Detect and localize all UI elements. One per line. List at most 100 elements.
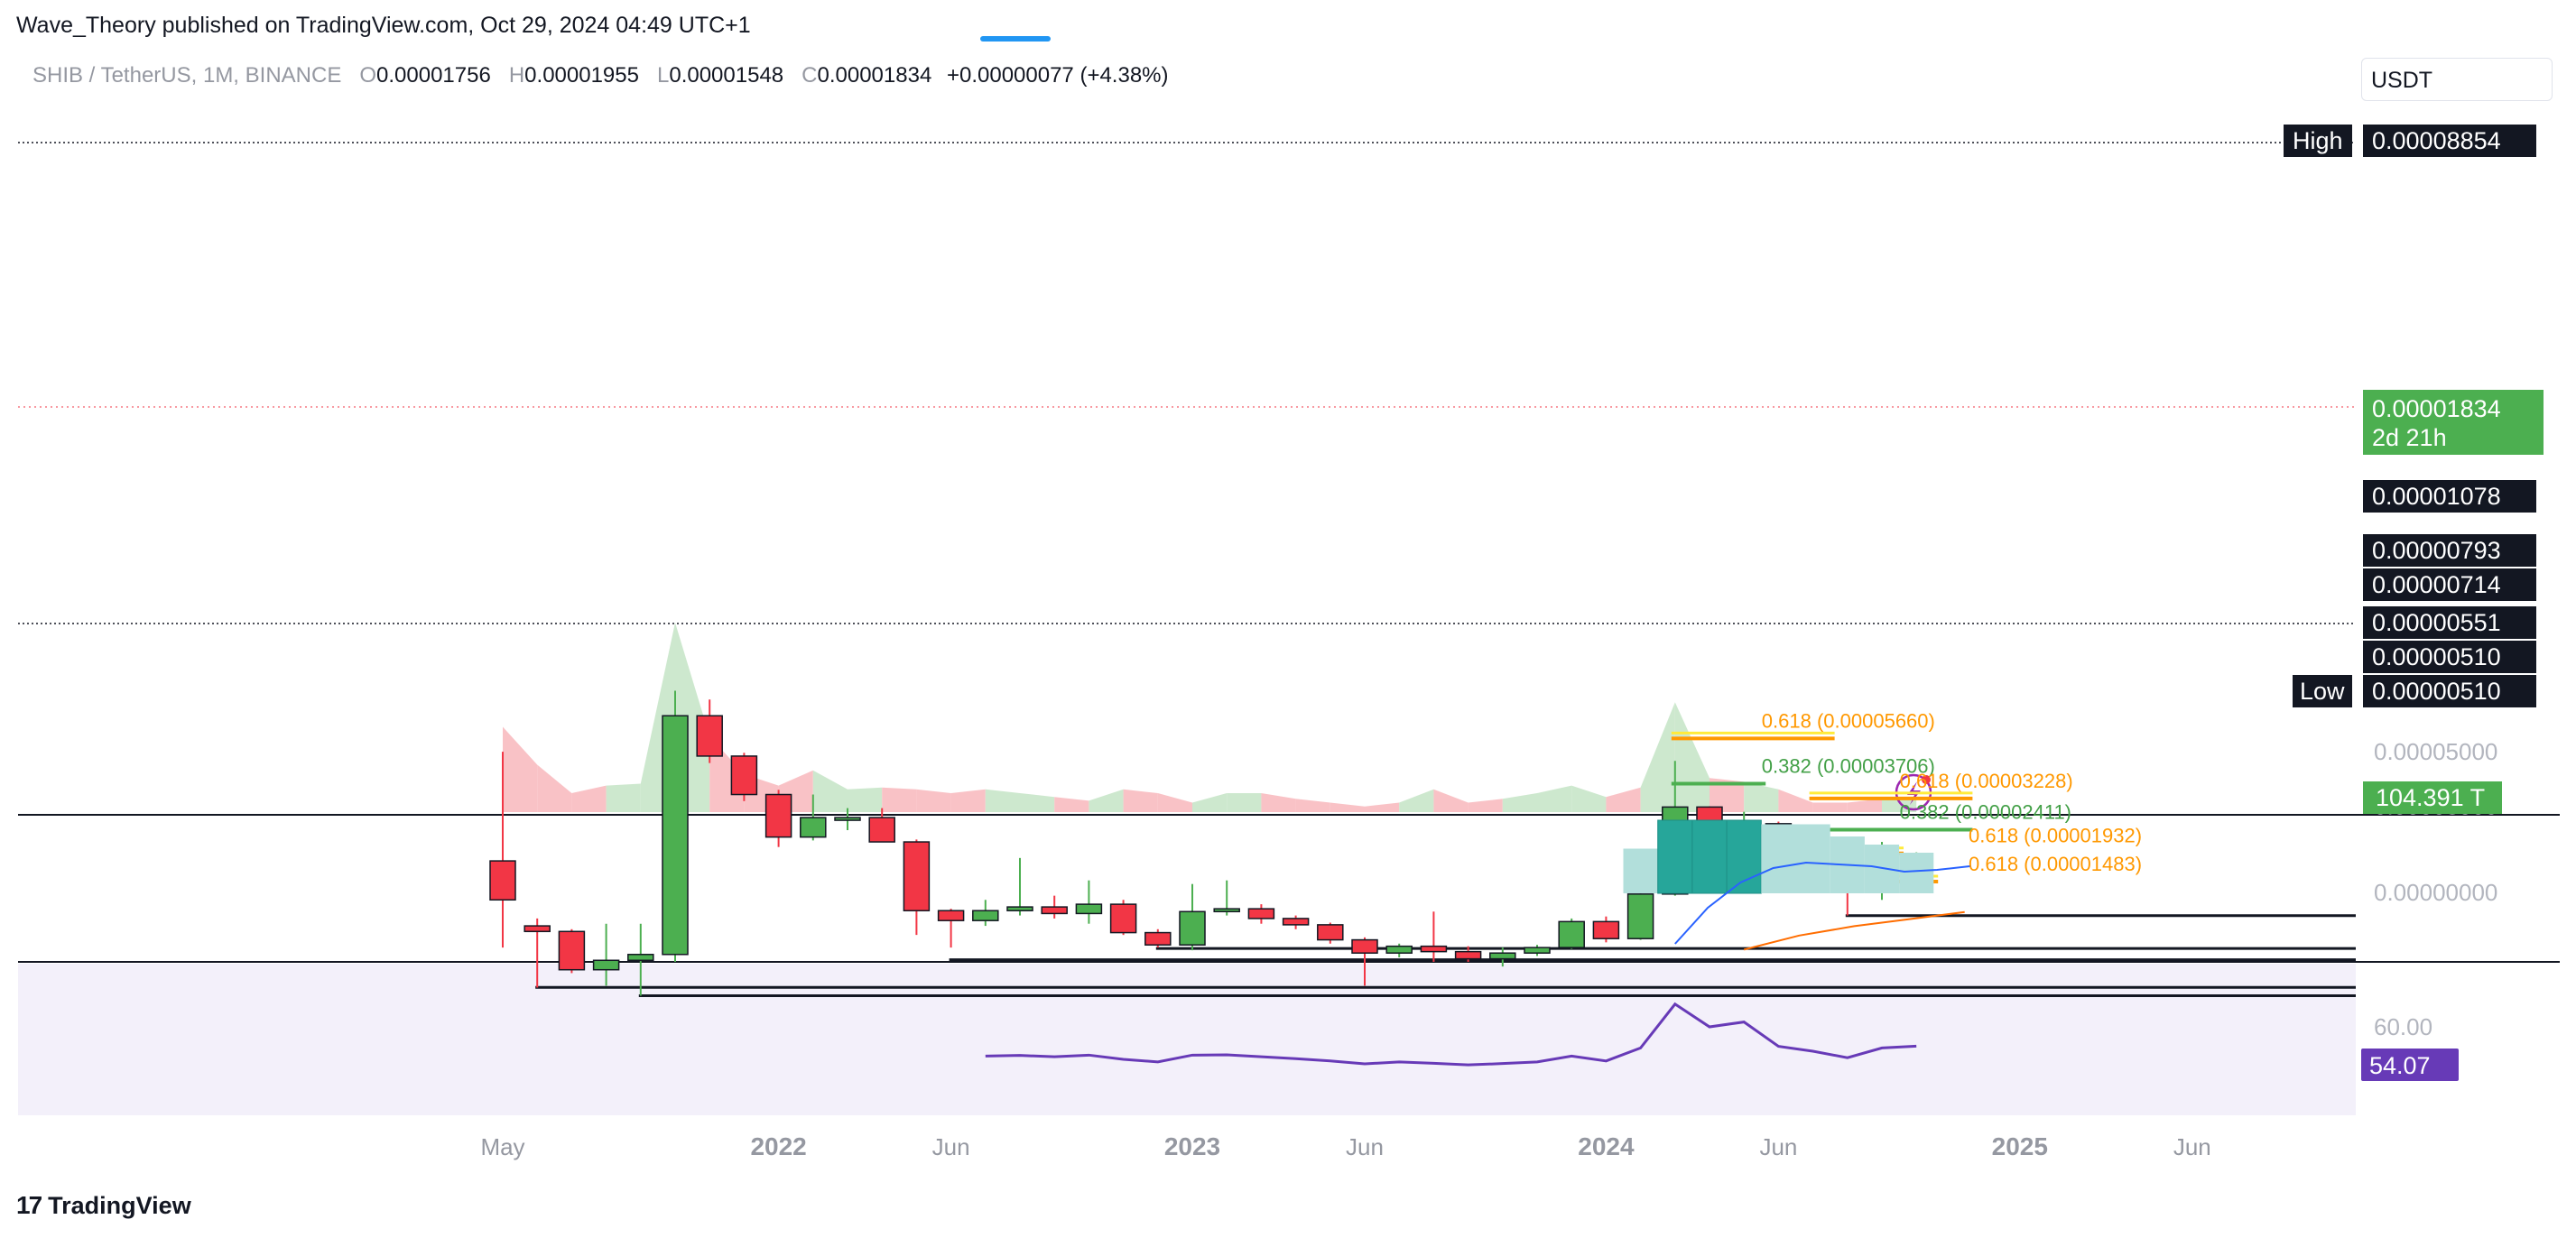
candle-body	[1351, 938, 1378, 954]
fib-label: 0.618 (0.00001483)	[1969, 853, 2142, 875]
volume-segment	[1744, 781, 1779, 812]
macd-histogram-bar	[1795, 824, 1830, 893]
notification-dot-icon	[1922, 775, 1931, 784]
candle-body	[868, 817, 895, 843]
candle-body	[1041, 906, 1068, 915]
open-value: 0.00001756	[376, 63, 491, 88]
candle-body	[627, 954, 654, 962]
volume-segment	[916, 789, 951, 812]
volume-segment	[1502, 793, 1537, 812]
time-tick-label: Jun	[1346, 1133, 1384, 1160]
volume-segment	[1468, 799, 1503, 812]
macd-histogram-bar	[1657, 819, 1693, 894]
candle-body	[558, 930, 586, 971]
high-value: 0.00001955	[524, 63, 639, 88]
candle-body	[1489, 952, 1516, 960]
open-label: O	[359, 63, 377, 88]
volume-segment	[503, 726, 538, 812]
time-tick-label: Jun	[932, 1133, 970, 1160]
candle-body	[1385, 945, 1413, 954]
support-price-badge	[2363, 568, 2536, 601]
volume-segment	[1812, 802, 1848, 812]
volume-badge	[2363, 781, 2502, 814]
candle-body	[696, 715, 723, 757]
support-price-value: 0.00000793	[2372, 537, 2501, 564]
candle-body	[1317, 924, 1344, 941]
macd-histogram-bar	[1623, 848, 1658, 893]
volume-segment	[1399, 789, 1434, 812]
low-price-value: 0.00000510	[2372, 678, 2501, 705]
low-label: L	[656, 63, 670, 88]
support-price-value: 0.00001078	[2372, 483, 2501, 510]
currency-selector[interactable]: USDT	[2361, 58, 2553, 101]
candle-body	[1213, 908, 1240, 913]
candle-body	[524, 925, 551, 933]
rsi-last-badge	[2361, 1049, 2459, 1081]
rsi-background	[18, 964, 2356, 1115]
candle-body	[1282, 918, 1310, 926]
support-price-value: 0.00000551	[2372, 609, 2501, 636]
volume-segment	[1261, 793, 1296, 812]
candle-body	[662, 715, 689, 956]
volume-segment	[1192, 793, 1228, 812]
support-lines	[535, 914, 2356, 997]
volume-segment	[1606, 787, 1641, 812]
price-axis: 0.000050000.00003000High0.000088540.0000…	[2284, 125, 2544, 820]
volume-last-value: 104.391 T	[2376, 784, 2485, 811]
support-price-value: 0.00000714	[2372, 571, 2501, 598]
rsi-last-value: 54.07	[2369, 1052, 2431, 1079]
candle-body	[1179, 910, 1206, 946]
fib-label: 0.382 (0.00002411)	[1900, 800, 2071, 823]
high-price-value: 0.00008854	[2372, 127, 2501, 154]
tradingview-brand: TradingView	[48, 1191, 191, 1219]
chart-background	[18, 36, 2560, 1115]
fib-marker-top	[980, 36, 1051, 42]
volume-segment	[812, 770, 848, 812]
volume-segment	[1330, 802, 1365, 812]
volume-segment	[537, 764, 572, 812]
volume-segment	[985, 789, 1020, 812]
volume-segment	[1847, 799, 1882, 812]
tradingview-logo-icon: 17	[16, 1191, 42, 1219]
fib-label: 0.618 (0.00003228)	[1900, 770, 2073, 792]
high-tag-label: High	[2293, 127, 2343, 154]
candle-body	[764, 793, 792, 838]
candle-body	[903, 841, 931, 911]
volume-segment	[1054, 797, 1089, 812]
volume-segment	[1674, 702, 1710, 812]
support-price-badge	[2363, 480, 2536, 513]
candle-body	[972, 910, 999, 921]
time-tick-label: May	[480, 1133, 524, 1160]
high-label: H	[508, 63, 525, 88]
support-price-badge	[2363, 641, 2536, 673]
macd-histogram-bar	[1899, 853, 1934, 893]
high-tag	[2284, 125, 2352, 157]
volume-segment	[1710, 778, 1745, 812]
support-price-value: 0.00000510	[2372, 643, 2501, 670]
volume-segment	[1123, 789, 1158, 812]
volume-segment	[882, 787, 917, 812]
candle-body	[1420, 945, 1448, 953]
candle-body	[1524, 947, 1551, 954]
macd-zero-label: 0.00000000	[2374, 879, 2497, 906]
low-tag	[2293, 675, 2352, 707]
high-price-badge	[2363, 125, 2536, 157]
close-label: C	[802, 63, 818, 88]
candle-body	[1075, 903, 1103, 915]
change-value: +0.00000077 (+4.38%)	[946, 63, 1169, 88]
symbol-label[interactable]: SHIB / TetherUS, 1M, BINANCE	[32, 63, 342, 88]
volume-segment	[1571, 785, 1607, 812]
fib-label: 0.618 (0.00001932)	[1969, 825, 2142, 847]
volume-segment	[1227, 793, 1262, 812]
macd-histogram-bar	[1864, 845, 1900, 893]
volume-segment	[950, 789, 986, 812]
time-tick-label: Jun	[2173, 1133, 2211, 1160]
volume-segment	[1537, 785, 1572, 812]
time-tick-label: Jun	[1759, 1133, 1797, 1160]
candle-body	[1109, 903, 1137, 934]
tradingview-footer[interactable]: 17 TradingView	[16, 1191, 191, 1220]
volume-segment	[1365, 802, 1400, 812]
candle-body	[834, 817, 861, 821]
signal-line	[1743, 910, 1965, 951]
